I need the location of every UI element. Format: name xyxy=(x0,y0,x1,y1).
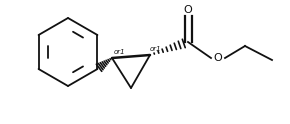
Text: O: O xyxy=(214,53,222,63)
Text: or1: or1 xyxy=(150,46,162,52)
Text: O: O xyxy=(184,5,192,15)
Text: or1: or1 xyxy=(114,49,126,55)
